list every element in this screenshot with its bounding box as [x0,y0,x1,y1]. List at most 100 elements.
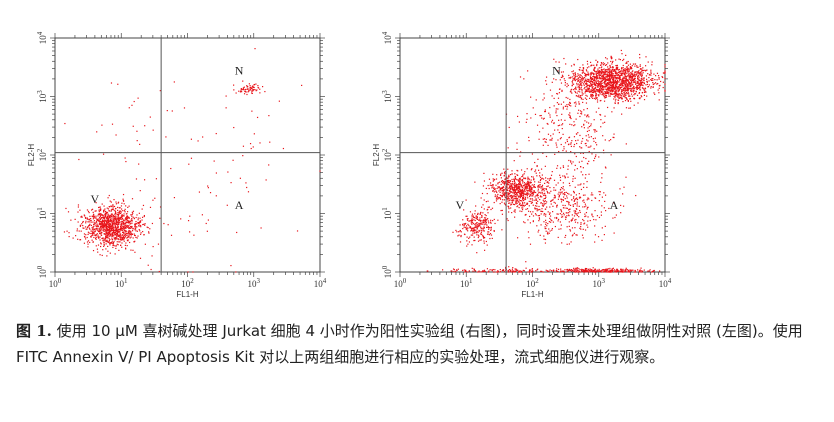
data-point [605,68,607,71]
data-point [598,82,601,85]
data-point [557,268,560,271]
data-point [482,229,484,231]
data-point [534,213,537,215]
data-point [508,193,510,195]
data-point [633,271,635,273]
data-point [465,225,468,227]
data-point [91,227,93,229]
data-point [110,220,112,222]
data-point [506,189,508,191]
data-point [622,100,624,103]
data-point [592,76,594,78]
data-point [563,193,565,195]
data-point [576,84,578,86]
data-point [544,138,546,140]
data-point [78,230,80,232]
data-point [132,216,134,218]
data-point [591,64,593,66]
data-point [577,90,579,92]
data-point [580,269,583,271]
data-point [239,177,241,179]
data-point [478,229,480,232]
data-point [472,230,474,233]
data-point [557,70,559,72]
data-point [101,203,103,205]
data-point [588,173,590,175]
data-point [511,196,513,199]
data-point [532,199,534,201]
data-point [466,236,468,238]
data-point [514,173,516,175]
data-point [532,211,534,213]
data-point [585,69,588,71]
data-point [504,203,506,205]
data-point [209,192,212,194]
data-point [612,73,614,75]
data-point [572,178,574,180]
data-point [618,74,620,76]
data-point [622,193,624,195]
data-point [483,227,485,230]
data-point [110,82,113,84]
data-point [528,195,531,198]
data-point [528,184,530,186]
data-point [459,241,462,243]
data-point [595,59,597,61]
data-point [535,199,538,201]
y-tick-label: 100 [381,265,393,278]
data-point [610,76,612,78]
data-point [596,270,598,272]
data-point [112,243,115,245]
data-point [110,225,113,227]
data-point [538,218,541,220]
data-point [556,93,559,95]
data-point [642,72,644,74]
data-point [106,219,109,221]
data-point [496,197,498,199]
data-point [522,182,524,184]
data-point [128,205,130,207]
data-point [485,223,487,225]
data-point [536,202,538,205]
data-point [542,127,544,129]
flow-cytometry-plot-positive-group: 100 101 102 103 104 100 101 102 103 104 FL1-H FL2-H… [355,22,685,312]
data-point [490,219,492,221]
data-point [102,214,104,217]
data-point [573,268,575,270]
data-point [602,149,605,151]
data-point [533,183,535,186]
data-point [115,203,118,205]
data-point [141,216,144,218]
data-point [479,239,481,241]
data-point [116,230,119,232]
data-point [107,245,109,248]
data-point [566,104,568,106]
data-point [554,153,556,155]
data-point [192,271,194,273]
data-point [511,200,513,202]
data-point [619,70,622,72]
data-point [452,231,454,233]
data-point [519,190,521,193]
data-point [582,186,585,189]
data-point [517,198,519,200]
data-point [626,98,628,100]
data-point [643,77,645,79]
data-point [509,198,511,200]
caption-text: 使用 10 μM 喜树碱处理 Jurkat 细胞 4 小时作为阳性实验组 (右图… [16,322,803,366]
data-point [621,97,623,99]
data-point [603,86,606,88]
data-point [652,270,654,272]
data-point [115,229,117,231]
data-point [476,218,479,220]
data-point [560,201,563,203]
data-point [611,72,613,75]
data-point [609,85,611,87]
data-point [487,206,489,208]
data-point [579,91,581,93]
figure-caption: 图 1. 使用 10 μM 喜树碱处理 Jurkat 细胞 4 小时作为阳性实验… [16,318,816,370]
data-point [74,218,76,220]
data-point [627,99,629,102]
data-point [84,238,87,240]
data-point [545,180,547,182]
